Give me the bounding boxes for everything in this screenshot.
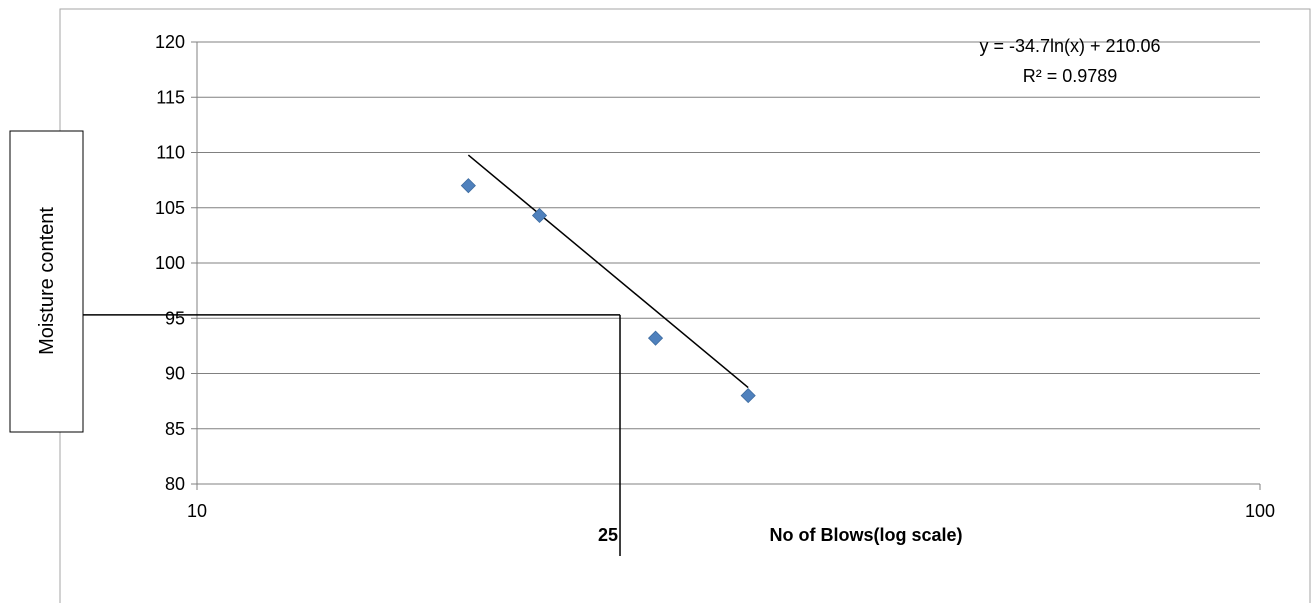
y-tick-label-115: 115 xyxy=(156,87,185,107)
chart-area-border xyxy=(59,8,1311,603)
y-tick-label-80: 80 xyxy=(165,474,185,494)
trendline-group xyxy=(467,154,749,389)
data-point-2 xyxy=(531,207,548,224)
x-tick-label-100: 100 xyxy=(1245,501,1275,521)
x-tick-label-10: 10 xyxy=(187,501,207,521)
y-tick-labels: 80 85 90 95 100 105 110 115 120 xyxy=(155,32,185,494)
trendline-equation: y = -34.7ln(x) + 210.06 xyxy=(979,36,1160,56)
y-tick-label-100: 100 xyxy=(155,253,185,273)
trendline xyxy=(467,154,749,389)
gridlines xyxy=(191,41,1261,490)
data-point-3 xyxy=(647,330,664,346)
r-squared-label: R² = 0.9789 xyxy=(1023,66,1118,86)
reference-lines xyxy=(60,314,621,556)
reference-x-label: 25 xyxy=(598,525,618,545)
y-tick-label-95: 95 xyxy=(165,308,185,328)
data-point-1 xyxy=(460,178,476,194)
y-tick-label-105: 105 xyxy=(155,198,185,218)
y-axis-title-box: Moisture content xyxy=(9,130,84,433)
y-tick-label-85: 85 xyxy=(165,419,185,439)
data-points xyxy=(460,178,756,404)
x-tick-labels: 10 100 xyxy=(187,501,1275,521)
y-tick-label-90: 90 xyxy=(165,364,185,384)
y-axis-title: Moisture content xyxy=(36,207,58,355)
y-axis-title-frame xyxy=(9,130,84,433)
y-tick-label-120: 120 xyxy=(155,32,185,52)
x-axis-title: No of Blows(log scale) xyxy=(769,525,962,545)
data-point-4 xyxy=(740,388,756,404)
y-tick-label-110: 110 xyxy=(156,143,185,163)
